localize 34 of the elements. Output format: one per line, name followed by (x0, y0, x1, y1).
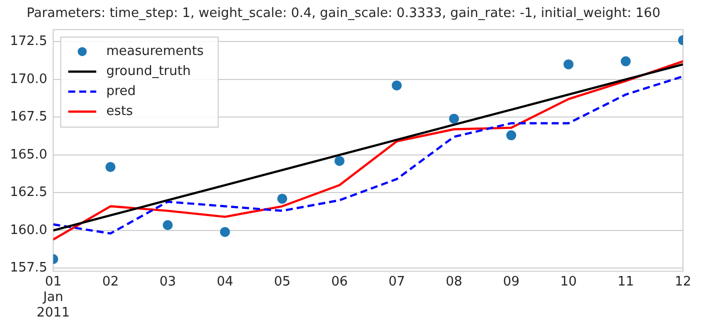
x-tick-label: 07 (388, 274, 406, 290)
y-tick-label: 170.0 (10, 72, 48, 87)
x-tick-label: 11 (617, 274, 634, 290)
y-tick-label: 165.0 (10, 147, 48, 162)
legend-label: ests (106, 104, 134, 119)
point (563, 59, 574, 70)
y-tick-label: 162.5 (10, 185, 48, 200)
y-tick-label: 167.5 (10, 110, 48, 125)
y-tick-label: 160.0 (10, 222, 48, 238)
point (277, 194, 288, 204)
x-tick-label: 04 (216, 274, 234, 290)
point (620, 56, 631, 66)
x-tick-label: 03 (159, 274, 176, 290)
point (162, 220, 173, 230)
x-tick-label: 09 (502, 274, 520, 290)
point (506, 130, 516, 140)
y-tick-label: 157.5 (10, 260, 48, 276)
x-tick-label: 02 (102, 274, 119, 290)
point (392, 80, 402, 90)
x-tick-label: 10 (560, 274, 577, 290)
chart-title: Parameters: time_step: 1, weight_scale: 0.4, gain_scale: 0.3333, gain_rate: -1, initial_weight: 160 (26, 6, 660, 22)
x-tick-label: 08 (446, 274, 462, 290)
legend-label: pred (106, 84, 136, 99)
x-tick-label: 06 (331, 274, 348, 290)
point (448, 114, 459, 124)
legend-label: ground_truth (106, 64, 191, 79)
legend-label: measurements (106, 44, 204, 59)
x-tick-label: 05 (274, 274, 290, 290)
x-tick-label: 12 (674, 274, 692, 290)
y-tick-label: 172.5 (10, 34, 48, 50)
point (220, 226, 230, 237)
point (334, 156, 344, 166)
point (105, 162, 116, 172)
x-tick-label: 01 Jan 2011 (36, 274, 70, 321)
